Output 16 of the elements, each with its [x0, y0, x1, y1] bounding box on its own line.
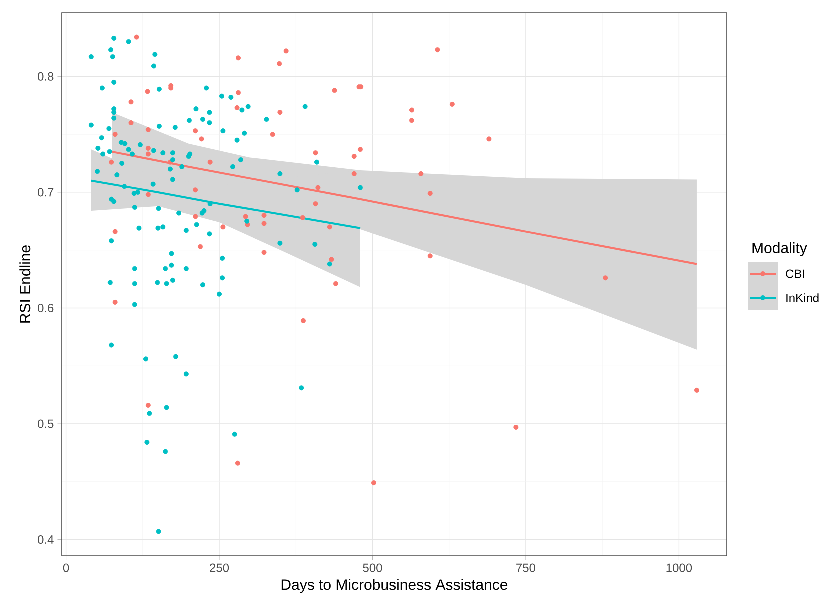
y-tick-label: 0.4: [38, 536, 54, 544]
x-tick-label: 750: [516, 564, 536, 572]
legend-title: Modality: [752, 242, 808, 256]
x-tick-label: 0: [63, 564, 70, 572]
x-tick-label: 1000: [666, 564, 692, 572]
y-tick-label: 0.8: [38, 72, 54, 81]
y-tick-label: 0.7: [38, 188, 54, 197]
legend-label: CBI: [786, 270, 804, 278]
x-tick-label: 500: [363, 564, 382, 572]
x-tick-label: 250: [210, 564, 230, 572]
x-axis-title: Days to Microbusiness Assistance: [282, 579, 508, 594]
y-tick-label: 0.6: [38, 304, 54, 312]
line-series: [90, 180, 362, 230]
y-axis-title: RSI Endline: [20, 246, 31, 323]
legend-label: InKind: [786, 294, 819, 302]
y-tick-label: 0.5: [38, 420, 54, 428]
